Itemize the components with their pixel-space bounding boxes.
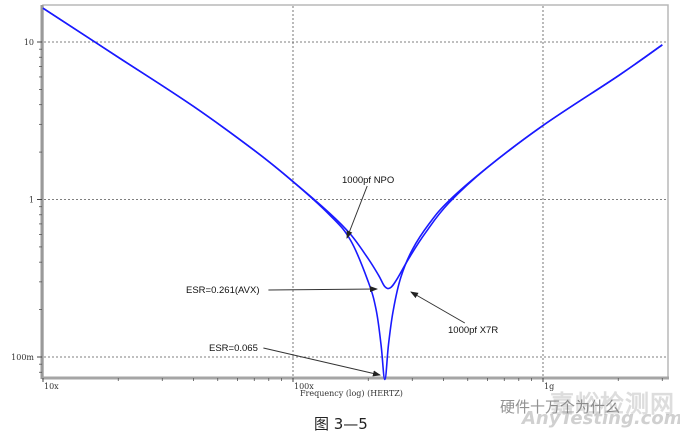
x-tick-label: 1g	[544, 382, 554, 391]
watermark-account: 硬件十万个为什么	[500, 398, 621, 416]
annotation-label: ESR=0.065	[209, 343, 258, 354]
x-axis-title: Frequency (log) (HERTZ)	[300, 389, 403, 398]
annotation-arrow	[268, 286, 378, 293]
y-tick-label: 100m	[11, 353, 34, 362]
y-tick-label: 10	[24, 38, 34, 47]
data-series	[42, 7, 663, 381]
annotation-arrow	[346, 185, 368, 239]
annotations: 1000pf NPO ESR=0.261(AVX) 1000pf X7R ESR=0.…	[186, 175, 498, 377]
annotation-label: ESR=0.261(AVX)	[186, 285, 260, 296]
axis-ticks	[37, 41, 663, 382]
series-line	[42, 7, 663, 381]
annotation-label: 1000pf NPO	[342, 175, 394, 186]
annotation-label: 1000pf X7R	[448, 325, 498, 336]
x-tick-label: 10x	[44, 382, 59, 391]
watermark-site-en: AnyTesting.com	[522, 408, 680, 429]
watermark: 嘉峪检测网 AnyTesting.com 硬件十万个为什么	[500, 388, 680, 438]
annotation-arrow	[410, 291, 466, 324]
y-tick-label: 1	[29, 196, 34, 205]
tick-labels: 10 1 100m 10x 100x 1g	[11, 38, 554, 391]
plot-frame	[42, 4, 669, 379]
x-tick-label: 100x	[294, 382, 314, 391]
watermark-site-cn: 嘉峪检测网	[550, 390, 675, 418]
figure-caption: 图 3—5	[314, 415, 368, 433]
grid-lines	[44, 6, 668, 377]
annotation-arrow	[263, 347, 381, 377]
